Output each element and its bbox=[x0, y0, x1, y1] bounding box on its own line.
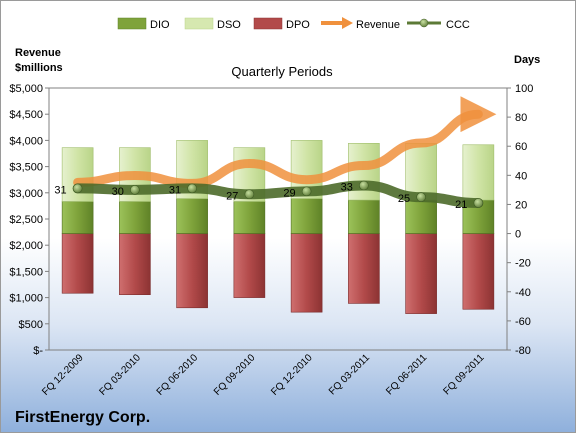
bar-dio bbox=[290, 198, 323, 234]
x-tick-label: FQ 03-2010 bbox=[97, 352, 143, 398]
ccc-data-label: 31 bbox=[54, 184, 66, 196]
legend-label-dso: DSO bbox=[217, 19, 241, 31]
ccc-point bbox=[244, 189, 255, 200]
left-tick-label: $4,000 bbox=[9, 135, 43, 147]
left-axis-title-line1: Revenue bbox=[15, 47, 61, 59]
ccc-data-label: 29 bbox=[283, 187, 295, 199]
bar-dpo bbox=[462, 233, 495, 310]
left-tick-label: $5,000 bbox=[9, 83, 43, 95]
left-tick-label: $1,000 bbox=[9, 293, 43, 305]
bar-dio bbox=[348, 199, 380, 234]
right-tick-label: -40 bbox=[515, 287, 531, 299]
x-axis: FQ 12-2009 FQ 03-2010 FQ 06-2010 FQ 09-2010… bbox=[40, 352, 487, 398]
right-tick-label: 80 bbox=[515, 112, 527, 124]
ccc-point bbox=[416, 192, 426, 202]
bar-dpo bbox=[61, 233, 94, 294]
bar-dpo bbox=[233, 233, 266, 298]
right-axis: 100 80 60 40 20 0 -20 -40 -60 -80 bbox=[507, 83, 533, 357]
legend-item-revenue: Revenue bbox=[321, 17, 400, 31]
company-name: FirstEnergy Corp. bbox=[15, 409, 150, 426]
ccc-point bbox=[130, 185, 140, 195]
bar-dio bbox=[61, 201, 94, 234]
left-tick-label: $500 bbox=[19, 319, 43, 331]
legend-item-dio: DIO bbox=[117, 17, 170, 31]
right-tick-label: -60 bbox=[515, 316, 531, 328]
right-tick-label: 100 bbox=[515, 83, 533, 95]
right-axis-title: Days bbox=[514, 54, 540, 66]
plot-area bbox=[48, 87, 508, 351]
ccc-data-label: 31 bbox=[169, 184, 181, 196]
bar-dio bbox=[233, 201, 266, 234]
ccc-point bbox=[72, 183, 83, 194]
line-series: 31 30 31 27 29 33 25 21 bbox=[54, 96, 497, 211]
right-tick-label: 40 bbox=[515, 170, 527, 182]
ccc-data-label: 33 bbox=[341, 182, 353, 194]
ccc-line bbox=[72, 180, 484, 208]
ccc-data-label: 30 bbox=[112, 186, 124, 198]
legend: DIO DSO DPO Revenue CCC bbox=[117, 17, 470, 31]
x-tick-label: FQ 12-2010 bbox=[269, 352, 315, 398]
legend-label-revenue: Revenue bbox=[356, 19, 400, 31]
bar-dso bbox=[462, 144, 495, 201]
right-tick-label: 0 bbox=[515, 229, 521, 241]
x-tick-label: FQ 12-2009 bbox=[40, 352, 86, 398]
x-tick-label: FQ 09-2011 bbox=[442, 352, 487, 397]
x-tick-label: FQ 06-2010 bbox=[155, 352, 201, 398]
ccc-point bbox=[301, 186, 312, 197]
ccc-data-label: 27 bbox=[226, 190, 238, 202]
ccc-data-label: 21 bbox=[455, 199, 467, 211]
bar-dio bbox=[405, 199, 437, 234]
bar-dso bbox=[348, 143, 380, 201]
legend-label-dio: DIO bbox=[150, 19, 170, 31]
legend-label-dpo: DPO bbox=[286, 19, 310, 31]
left-axis: $5,000 $4,500 $4,000 $3,500 $3,000 $2,500 $2,0… bbox=[9, 83, 49, 357]
right-tick-label: -80 bbox=[515, 345, 531, 357]
bar-dpo bbox=[348, 233, 380, 304]
bar-dpo bbox=[176, 233, 208, 309]
x-tick-label: FQ 09-2010 bbox=[212, 352, 258, 398]
legend-item-ccc: CCC bbox=[407, 18, 470, 31]
x-tick-label: FQ 06-2011 bbox=[384, 352, 429, 397]
ccc-point bbox=[473, 198, 484, 208]
bar-series bbox=[61, 140, 495, 314]
right-tick-label: -20 bbox=[515, 258, 531, 270]
ccc-data-label: 25 bbox=[398, 193, 410, 205]
x-tick-label: FQ 03-2011 bbox=[327, 352, 372, 397]
left-tick-label: $2,000 bbox=[9, 240, 43, 252]
ccc-point bbox=[359, 180, 369, 191]
bar-dio bbox=[119, 201, 151, 234]
left-axis-title-line2: $millions bbox=[15, 62, 63, 74]
legend-item-dpo: DPO bbox=[253, 17, 310, 31]
left-tick-label: $3,500 bbox=[9, 162, 43, 174]
legend-item-dso: DSO bbox=[184, 17, 241, 31]
left-tick-label: $- bbox=[33, 345, 43, 357]
right-tick-label: 60 bbox=[515, 141, 527, 153]
bar-dio bbox=[176, 198, 208, 234]
legend-label-ccc: CCC bbox=[446, 19, 470, 31]
bar-dpo bbox=[290, 233, 323, 313]
chart-title: Quarterly Periods bbox=[231, 64, 333, 79]
left-tick-label: $2,500 bbox=[9, 214, 43, 226]
left-tick-label: $4,500 bbox=[9, 109, 43, 121]
right-tick-label: 20 bbox=[515, 199, 527, 211]
left-tick-label: $3,000 bbox=[9, 188, 43, 200]
ccc-point bbox=[187, 183, 197, 194]
bar-dpo bbox=[119, 233, 151, 295]
bar-dpo bbox=[405, 233, 437, 314]
bar-dso bbox=[405, 143, 437, 201]
revenue-line bbox=[73, 96, 497, 188]
left-tick-label: $1,500 bbox=[9, 266, 43, 278]
